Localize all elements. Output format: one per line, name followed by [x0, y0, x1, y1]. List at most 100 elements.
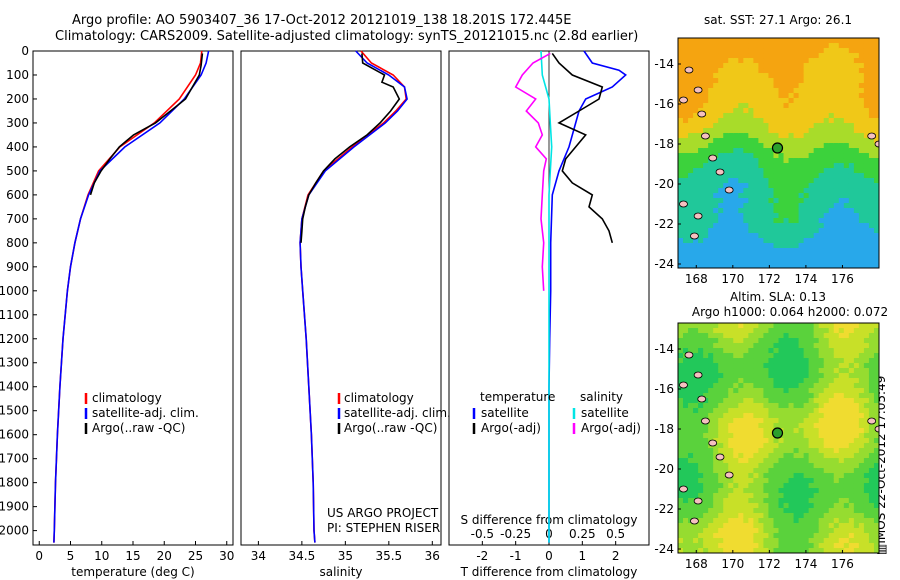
- map-cell: [803, 518, 810, 524]
- map-cell: [713, 433, 719, 439]
- map-cell: [718, 333, 724, 339]
- map-cell: [858, 513, 865, 519]
- map-cell: [838, 373, 845, 379]
- map-cell: [813, 353, 820, 359]
- map-cell: [788, 198, 795, 204]
- map-cell: [778, 118, 785, 124]
- map-cell: [748, 68, 754, 74]
- map-cell: [708, 123, 714, 129]
- map-cell: [798, 208, 805, 214]
- map-cell: [713, 383, 719, 389]
- map-cell: [758, 103, 765, 109]
- map-cell: [703, 123, 709, 129]
- lon-tick-label: 174: [794, 272, 817, 286]
- map-cell: [833, 208, 840, 214]
- map-cell: [688, 453, 694, 459]
- map-cell: [823, 433, 830, 439]
- map-cell: [688, 103, 694, 109]
- map-cell: [803, 253, 810, 259]
- map-cell: [763, 123, 770, 129]
- map-cell: [723, 383, 729, 389]
- map-cell: [833, 113, 840, 119]
- map-cell: [733, 183, 739, 189]
- map-cell: [853, 533, 860, 539]
- map-cell: [843, 498, 850, 504]
- map-cell: [808, 38, 815, 44]
- map-cell: [778, 133, 785, 139]
- map-cell: [778, 173, 785, 179]
- map-cell: [768, 138, 775, 144]
- map-cell: [768, 263, 775, 268]
- map-cell: [713, 543, 719, 549]
- map-cell: [733, 458, 739, 464]
- map-cell: [708, 143, 714, 149]
- map-cell: [853, 483, 860, 489]
- map-cell: [778, 198, 785, 204]
- map-cell: [863, 358, 870, 364]
- map-cell: [778, 468, 785, 474]
- map-cell: [723, 438, 729, 444]
- map-cell: [843, 88, 850, 94]
- map-cell: [833, 243, 840, 249]
- map-cell: [688, 498, 694, 504]
- map-cell: [713, 448, 719, 454]
- map-cell: [728, 108, 734, 114]
- map-cell: [678, 53, 684, 59]
- map-cell: [813, 463, 820, 469]
- map-cell: [853, 38, 860, 44]
- map-cell: [828, 458, 835, 464]
- map-cell: [738, 348, 744, 354]
- map-cell: [873, 323, 879, 329]
- map-cell: [783, 258, 790, 264]
- map-cell: [788, 508, 795, 514]
- map-cell: [718, 523, 724, 529]
- map-cell: [803, 83, 810, 89]
- map-cell: [838, 133, 845, 139]
- map-cell: [728, 408, 734, 414]
- map-cell: [838, 93, 845, 99]
- map-cell: [823, 508, 830, 514]
- map-cell: [863, 123, 870, 129]
- map-cell: [698, 123, 704, 129]
- map-cell: [833, 448, 840, 454]
- map-cell: [843, 228, 850, 234]
- island: [724, 186, 734, 194]
- map-cell: [698, 418, 704, 424]
- map-cell: [838, 263, 845, 268]
- map-cell: [708, 238, 714, 244]
- map-cell: [693, 223, 699, 229]
- map-cell: [773, 108, 780, 114]
- map-cell: [678, 133, 684, 139]
- map-cell: [853, 348, 860, 354]
- sdiff-tick-label: 0.25: [569, 527, 596, 541]
- map-cell: [873, 108, 879, 114]
- map-cell: [693, 348, 699, 354]
- map-cell: [838, 448, 845, 454]
- map-cell: [843, 48, 850, 54]
- map-cell: [853, 183, 860, 189]
- map-cell: [683, 148, 689, 154]
- map-cell: [688, 58, 694, 64]
- map-cell: [713, 93, 719, 99]
- map-cell: [723, 378, 729, 384]
- map-cell: [848, 108, 855, 114]
- map-cell: [698, 423, 704, 429]
- map-cell: [683, 378, 689, 384]
- map-cell: [788, 498, 795, 504]
- map-cell: [683, 238, 689, 244]
- map-cell: [763, 138, 770, 144]
- map-cell: [863, 203, 870, 209]
- map-cell: [803, 218, 810, 224]
- map-cell: [873, 118, 879, 124]
- map-cell: [718, 163, 724, 169]
- map-cell: [818, 133, 825, 139]
- map-cell: [678, 518, 684, 524]
- lon-tick-label: 168: [685, 557, 708, 571]
- map-cell: [843, 263, 850, 268]
- map-cell: [773, 493, 780, 499]
- map-cell: [688, 263, 694, 268]
- map-cell: [698, 538, 704, 544]
- map-cell: [723, 408, 729, 414]
- map-cell: [793, 483, 800, 489]
- map-cell: [718, 223, 724, 229]
